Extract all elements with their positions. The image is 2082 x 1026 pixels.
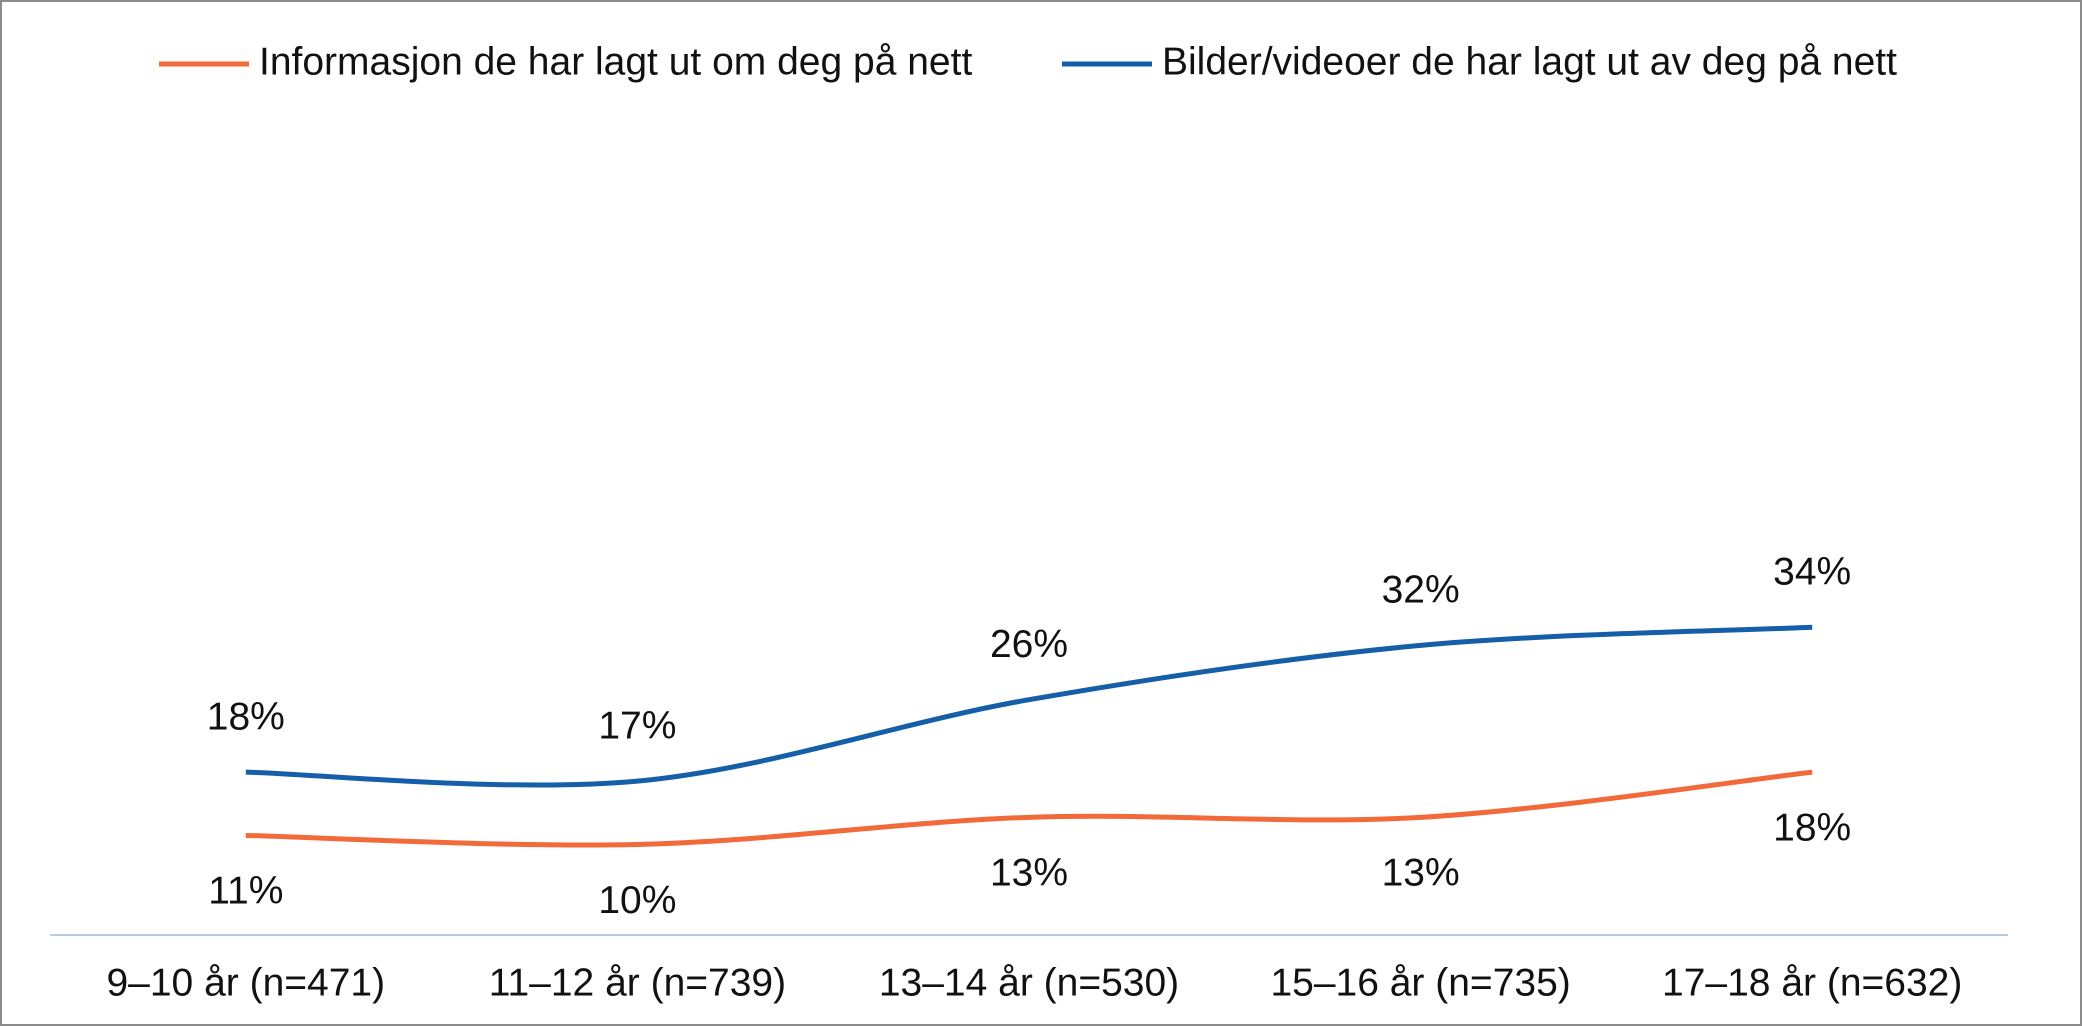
x-tick-label: 13–14 år (n=530)	[879, 961, 1179, 1004]
data-label: 13%	[1382, 852, 1460, 895]
line	[245, 769, 1813, 848]
x-tick-label: 11–12 år (n=739)	[489, 961, 786, 1004]
x-tick-label: 17–18 år (n=632)	[1662, 961, 1962, 1004]
data-label: 11%	[208, 870, 283, 913]
x-tick-label: 15–16 år (n=735)	[1270, 961, 1570, 1004]
data-label: 10%	[598, 879, 676, 922]
legend-label: Bilder/videoer de har lagt ut av deg på …	[1162, 40, 1897, 83]
line	[245, 624, 1813, 788]
legend-label: Informasjon de har lagt ut om deg på net…	[259, 40, 972, 83]
data-label: 26%	[990, 623, 1068, 666]
data-label: 18%	[207, 695, 285, 738]
data-label: 18%	[1773, 806, 1851, 849]
data-label: 34%	[1773, 551, 1851, 594]
data-label: 17%	[598, 704, 676, 747]
data-label: 13%	[990, 852, 1068, 895]
data-label: 32%	[1382, 569, 1460, 612]
x-tick-label: 9–10 år (n=471)	[106, 961, 385, 1004]
